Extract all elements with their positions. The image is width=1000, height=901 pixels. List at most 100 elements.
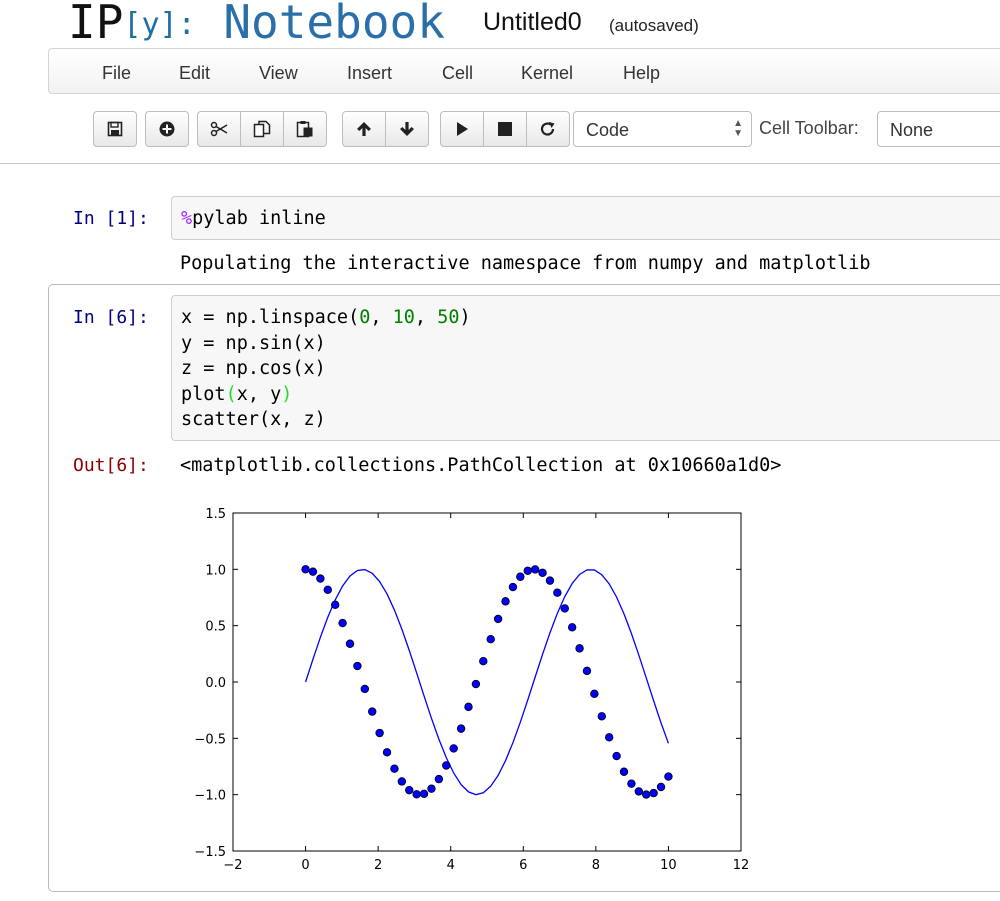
cell1-input[interactable]: %pylab inline: [171, 196, 1000, 240]
menu-kernel[interactable]: Kernel: [521, 63, 574, 83]
menu-file[interactable]: File: [102, 63, 132, 83]
autosave-status: (autosaved): [609, 16, 699, 35]
ipython-logo[interactable]: IP[y]: Notebook: [68, 0, 445, 51]
cell2-input[interactable]: x = np.linspace(0, 10, 50) y = np.sin(x)…: [171, 295, 1000, 441]
cell2-prompt: In [6]:: [73, 307, 149, 328]
x-tick-label: −2: [223, 858, 242, 873]
y-tick-label: 1.5: [205, 507, 226, 522]
cos-scatter-point: [360, 684, 370, 694]
insert-cell-button[interactable]: [145, 111, 189, 147]
x-tick-label: 0: [301, 858, 309, 873]
magic-command: pylab inline: [192, 208, 326, 229]
cell2-out-prompt: Out[6]:: [73, 455, 149, 476]
x-tick-label: 12: [733, 858, 750, 873]
select-arrows-icon: ▲ ▼: [733, 118, 743, 139]
logo-bracket: [y]:: [123, 7, 196, 42]
cos-scatter-point: [375, 728, 384, 738]
cell1-prompt: In [1]:: [73, 208, 149, 229]
cos-scatter-point: [567, 623, 577, 632]
code-paren: (: [225, 383, 237, 405]
cell1-code: %pylab inline: [181, 206, 326, 232]
menu-edit[interactable]: Edit: [179, 63, 211, 83]
move-down-button[interactable]: [385, 111, 429, 147]
save-button[interactable]: [93, 111, 137, 147]
code-number: 0: [359, 307, 371, 328]
insert-cell-icon: [159, 121, 175, 137]
cos-scatter-point: [442, 761, 451, 770]
cos-scatter-point: [390, 764, 399, 773]
cos-scatter-point: [538, 568, 547, 577]
logo-notebook: Notebook: [223, 0, 445, 49]
cos-scatter-point: [308, 567, 318, 576]
code-paren: ): [281, 383, 293, 405]
cos-scatter-point: [508, 582, 518, 592]
cos-scatter-point: [590, 689, 599, 699]
run-button[interactable]: [440, 111, 484, 147]
copy-icon: [253, 120, 271, 138]
x-tick-label: 6: [519, 858, 527, 873]
cos-scatter-point: [619, 767, 629, 776]
cos-scatter-point: [634, 787, 644, 796]
cos-scatter-point: [479, 657, 488, 666]
cos-scatter-point: [582, 666, 592, 676]
cut-button[interactable]: [197, 111, 241, 147]
cos-scatter-point: [456, 724, 466, 733]
stop-button[interactable]: [483, 111, 527, 147]
restart-button[interactable]: [526, 111, 570, 147]
cos-scatter-point: [530, 565, 540, 574]
copy-button[interactable]: [240, 111, 284, 147]
y-tick-label: 0.0: [205, 676, 226, 691]
menu-view[interactable]: View: [259, 63, 298, 83]
plot-figure: −2 0 2 4 6 8 10 12 1.5 1.0 0.5 0.0 −0.5 −1.0 −1.5: [194, 507, 750, 873]
cos-scatter-point: [597, 712, 606, 721]
cos-scatter-point: [471, 679, 481, 689]
cut-icon: [210, 121, 228, 137]
menu-insert[interactable]: Insert: [347, 63, 393, 83]
cos-scatter-point: [427, 784, 436, 793]
cell2-code: x = np.linspace(0, 10, 50) y = np.sin(x)…: [181, 305, 471, 433]
save-icon: [107, 121, 123, 137]
move-up-button[interactable]: [342, 111, 386, 147]
cos-scatter-point: [419, 789, 429, 799]
cos-scatter-point: [486, 635, 495, 644]
logo-ip: IP: [68, 0, 124, 49]
move-down-icon: [400, 122, 414, 136]
cos-scatter-point: [397, 777, 407, 786]
cos-scatter-point: [560, 604, 569, 613]
paste-button[interactable]: [283, 111, 327, 147]
notebook-name[interactable]: Untitled0: [483, 8, 582, 36]
cos-scatter-point: [575, 644, 584, 653]
code-token: x = np.linspace(: [181, 307, 360, 328]
menu-help[interactable]: Help: [623, 63, 661, 83]
code-token: ): [459, 307, 471, 328]
stop-icon: [498, 122, 512, 136]
magic-symbol: %: [181, 208, 193, 229]
cos-scatter-point: [382, 748, 392, 757]
cos-scatter-point: [501, 597, 510, 606]
cos-scatter-point: [627, 779, 636, 788]
menu-cell[interactable]: Cell: [442, 63, 474, 83]
cell-toolbar-select[interactable]: None: [877, 111, 1000, 147]
cell2-selected-frame[interactable]: [48, 284, 1000, 892]
cos-scatter-point: [612, 751, 621, 761]
x-tick-label: 2: [374, 858, 382, 873]
cos-scatter-point: [449, 744, 458, 753]
code-line-1: x = np.linspace(0, 10, 50): [181, 307, 471, 328]
cos-scatter-point: [493, 614, 503, 624]
cos-scatter-point: [338, 618, 347, 628]
cos-scatter-point: [323, 585, 332, 594]
run-group: [440, 111, 570, 147]
cos-scatter-point: [434, 774, 444, 784]
cell-type-select[interactable]: Code ▲ ▼: [573, 111, 752, 147]
y-tick-label: −0.5: [194, 732, 226, 747]
cos-scatter-point: [664, 772, 673, 781]
menubar: File Edit View Insert Cell Kernel Help: [48, 48, 1000, 94]
paste-icon: [296, 121, 313, 138]
code-line-3: z = np.cos(x): [181, 358, 326, 379]
cos-scatter-point: [656, 782, 666, 792]
move-up-icon: [357, 122, 371, 136]
code-line-5: scatter(x, z): [181, 409, 326, 430]
cos-scatter-point: [405, 785, 414, 795]
y-tick-label: 1.0: [205, 563, 226, 578]
run-icon: [457, 122, 468, 136]
